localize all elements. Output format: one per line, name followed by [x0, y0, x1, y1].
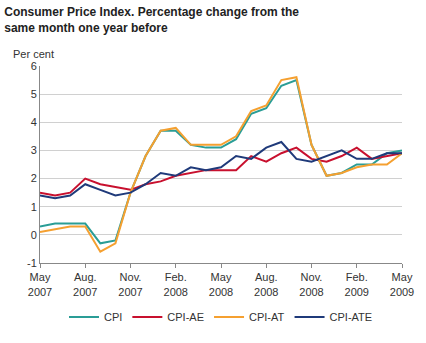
svg-text:CPI-AT: CPI-AT	[249, 311, 285, 323]
svg-text:5: 5	[31, 88, 37, 100]
svg-text:Nov.2007: Nov.2007	[118, 271, 142, 297]
svg-text:Aug.2007: Aug.2007	[73, 271, 97, 297]
svg-text:CPI-ATE: CPI-ATE	[330, 311, 373, 323]
svg-text:May2009: May2009	[390, 271, 414, 297]
svg-text:0: 0	[31, 229, 37, 241]
svg-text:May2007: May2007	[28, 271, 52, 297]
svg-text:Nov.2008: Nov.2008	[299, 271, 323, 297]
svg-text:May2008: May2008	[209, 271, 233, 297]
svg-text:Consumer Price Index. Percenta: Consumer Price Index. Percentage change …	[4, 5, 299, 35]
svg-text:2: 2	[31, 172, 37, 184]
svg-text:Aug.2008: Aug.2008	[254, 271, 278, 297]
svg-text:CPI: CPI	[104, 311, 122, 323]
svg-text:Feb.2009: Feb.2009	[345, 271, 369, 297]
svg-text:3: 3	[31, 144, 37, 156]
svg-text:CPI-AE: CPI-AE	[167, 311, 204, 323]
svg-text:1: 1	[31, 201, 37, 213]
svg-text:-1: -1	[27, 257, 37, 269]
svg-text:Feb.2008: Feb.2008	[164, 271, 188, 297]
svg-text:Per cent: Per cent	[13, 48, 54, 60]
svg-text:4: 4	[31, 116, 37, 128]
svg-text:6: 6	[31, 60, 37, 72]
